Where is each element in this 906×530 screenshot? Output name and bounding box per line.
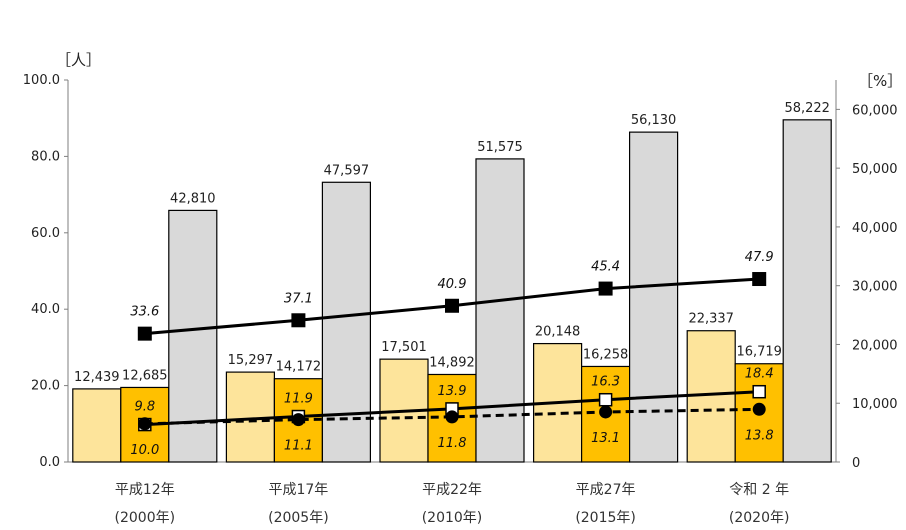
- right-tick-label: 50,000: [852, 162, 898, 177]
- line-marker: [138, 417, 152, 431]
- line-value-label: 10.0: [130, 443, 159, 458]
- bar-value-label: 14,892: [429, 355, 475, 370]
- line-marker: [291, 413, 305, 427]
- category-year-label: (2015年): [575, 510, 636, 526]
- line-value-label: 33.6: [130, 305, 159, 320]
- line-marker: [752, 402, 766, 416]
- left-tick-label: 20.0: [31, 379, 60, 394]
- line-value-label: 18.4: [745, 367, 774, 382]
- category-label: 平成22年: [422, 482, 482, 498]
- left-axis-unit-label: ［人］: [56, 51, 101, 69]
- category-label: 平成12年: [115, 482, 175, 498]
- lines-layer: [137, 272, 767, 432]
- line-value-label: 9.8: [134, 400, 155, 415]
- bar: [72, 388, 122, 463]
- right-axis-unit-label: ［%］: [858, 72, 902, 90]
- bar: [628, 131, 679, 463]
- bar-value-label: 15,297: [228, 353, 274, 368]
- bar: [782, 119, 832, 463]
- category-year-label: (2010年): [422, 510, 483, 526]
- line-value-label: 11.1: [284, 439, 313, 454]
- left-tick-label: 80.0: [31, 149, 60, 164]
- line-marker: [291, 313, 306, 328]
- line-marker: [752, 272, 767, 287]
- line-value-label: 45.4: [591, 260, 620, 275]
- line-value-label: 47.9: [745, 250, 774, 265]
- right-tick-label: 40,000: [852, 221, 898, 236]
- bar-value-label: 14,172: [276, 360, 322, 375]
- left-tick-label: 40.0: [31, 302, 60, 317]
- category-year-label: (2000年): [115, 510, 176, 526]
- bar-value-label: 22,337: [688, 312, 734, 327]
- bar-value-label: 51,575: [477, 140, 523, 155]
- bar-value-label: 47,597: [324, 163, 370, 178]
- bar-value-label: 42,810: [170, 191, 216, 206]
- left-tick-label: 100.0: [23, 73, 60, 88]
- line-marker: [598, 281, 613, 296]
- right-tick-label: 30,000: [852, 280, 898, 295]
- labels-layer: 0.0 20.0 40.0 60.0 80.0 100.0 0 10,000 20,000 30,…: [23, 73, 898, 526]
- line-marker: [445, 298, 459, 313]
- left-tick-label: 0.0: [39, 455, 60, 470]
- bar: [475, 158, 525, 463]
- line-value-label: 13.8: [745, 428, 774, 443]
- bar-value-label: 16,719: [736, 345, 782, 360]
- line-value-label: 37.1: [284, 291, 313, 306]
- line-value-label: 11.8: [438, 436, 467, 451]
- line-value-label: 16.3: [591, 375, 620, 390]
- line-marker: [598, 392, 613, 407]
- bar-value-label: 17,501: [381, 340, 427, 355]
- line-value-label: 13.9: [438, 384, 467, 399]
- bar-value-label: 12,685: [122, 368, 168, 383]
- category-label: 令和 2 年: [729, 482, 789, 498]
- line-marker: [137, 326, 152, 341]
- category-label: 平成27年: [576, 482, 636, 498]
- category-year-label: (2020年): [729, 510, 790, 526]
- bar-value-label: 12,439: [74, 370, 120, 385]
- line-marker: [752, 384, 766, 399]
- line-series: [144, 407, 760, 426]
- line-value-label: 13.1: [591, 431, 620, 446]
- line-marker: [445, 410, 459, 424]
- line-value-label: 40.9: [438, 277, 467, 292]
- right-tick-label: 0: [852, 456, 860, 471]
- bar-value-label: 16,258: [583, 347, 629, 362]
- category-year-label: (2005年): [268, 510, 329, 526]
- category-label: 平成17年: [268, 482, 328, 498]
- bar-value-label: 56,130: [631, 113, 677, 128]
- line-value-label: 11.9: [284, 392, 313, 407]
- right-tick-label: 10,000: [852, 397, 898, 412]
- bar-value-label: 20,148: [535, 325, 581, 340]
- left-tick-label: 60.0: [31, 226, 60, 241]
- right-tick-label: 20,000: [852, 338, 898, 353]
- line-marker: [599, 405, 613, 419]
- right-tick-label: 60,000: [852, 103, 898, 118]
- bar-value-label: 58,222: [784, 101, 830, 116]
